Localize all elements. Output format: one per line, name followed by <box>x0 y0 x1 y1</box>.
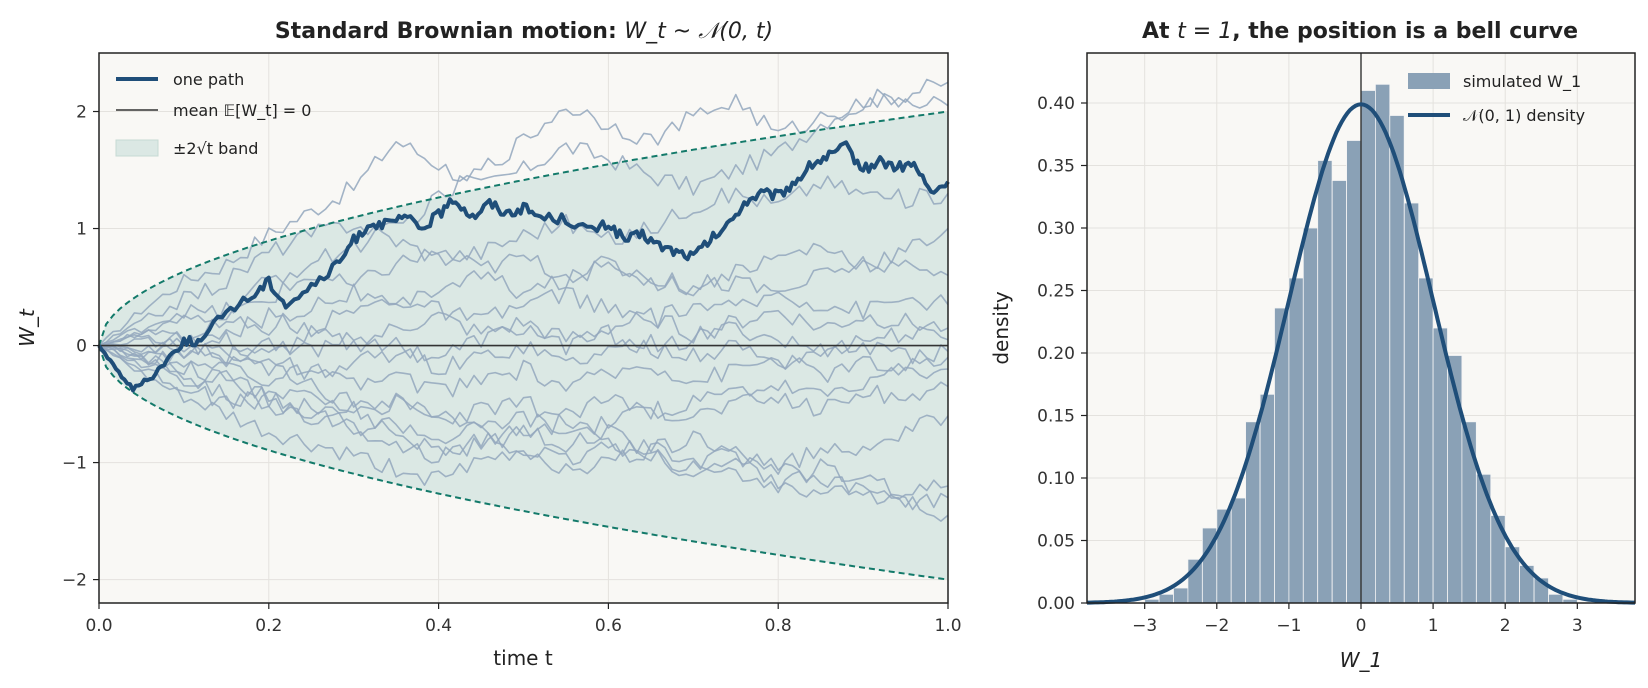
right-xtick-label-2: −1 <box>1276 616 1301 636</box>
background-path-12 <box>98 344 949 475</box>
histogram-bar-10 <box>1288 277 1304 604</box>
brownian-motion-chart: Standard Brownian motion: W_t ~ 𝒩(0, t) … <box>15 19 962 670</box>
right-ytick-label-7: 0.35 <box>1037 157 1075 177</box>
left-xtick-label-4: 0.8 <box>765 616 792 636</box>
histogram-bar-28 <box>1548 593 1564 604</box>
background-path-15 <box>98 329 949 522</box>
background-path-13 <box>98 344 949 500</box>
legend-mean-label: mean 𝔼[W_t] = 0 <box>173 101 311 121</box>
histogram-bar-6 <box>1230 497 1246 604</box>
histogram-bar-20 <box>1432 327 1448 604</box>
histogram-bar-14 <box>1346 140 1362 604</box>
histogram-bar-18 <box>1403 202 1420 604</box>
right-ytick-label-3: 0.15 <box>1037 407 1075 427</box>
right-title-suffix: , the position is a bell curve <box>1232 19 1578 44</box>
background-path-0 <box>98 78 949 347</box>
histogram-bar-11 <box>1302 227 1319 604</box>
right-chart-title: At t = 1, the position is a bell curve <box>1142 19 1578 44</box>
left-ytick-label-4: 2 <box>76 103 87 123</box>
left-xtick-label-0: 0.0 <box>85 616 112 636</box>
left-chart-title: Standard Brownian motion: W_t ~ 𝒩(0, t) <box>275 19 773 44</box>
legend-simulated-label: simulated W_1 <box>1463 72 1581 92</box>
histogram-bar-22 <box>1461 421 1477 604</box>
background-path-2 <box>98 175 949 347</box>
right-ytick-label-5: 0.25 <box>1037 282 1075 302</box>
right-xtick-label-1: −2 <box>1204 616 1229 636</box>
left-x-axis-label: time t <box>493 646 553 670</box>
left-xtick-label-5: 1.0 <box>934 616 961 636</box>
right-ytick-label-2: 0.10 <box>1037 469 1075 489</box>
left-title-math: W_t ~ 𝒩(0, t) <box>624 19 773 44</box>
left-ytick-label-3: 1 <box>76 220 87 240</box>
right-ytick-label-8: 0.40 <box>1037 94 1075 114</box>
left-axes-frame <box>98 52 949 604</box>
background-path-4 <box>98 256 949 360</box>
histogram-bar-2 <box>1173 587 1189 604</box>
legend-one-path-label: one path <box>173 70 244 89</box>
histogram-bar-12 <box>1317 160 1333 604</box>
left-legend: one path mean 𝔼[W_t] = 0 ±2√t band <box>115 70 311 158</box>
left-xtick-label-3: 0.6 <box>595 616 622 636</box>
right-xtick-label-0: −3 <box>1132 616 1157 636</box>
left-x-ticks: 0.0 0.2 0.4 0.6 0.8 1.0 <box>85 603 962 636</box>
right-title-math: t = 1 <box>1177 19 1232 44</box>
right-x-ticks: −3 −2 −1 0 1 2 3 <box>1132 603 1583 636</box>
left-y-axis-label: W_t <box>15 308 39 347</box>
left-xtick-label-2: 0.4 <box>425 616 452 636</box>
legend-band-swatch <box>115 139 159 157</box>
histogram-chart: At t = 1, the position is a bell curve −… <box>989 19 1636 672</box>
right-y-ticks: 0.00 0.05 0.10 0.15 0.20 0.25 0.30 0.35 0.40 <box>1037 94 1087 614</box>
legend-simulated-swatch <box>1408 73 1450 89</box>
right-ytick-label-1: 0.05 <box>1037 532 1075 552</box>
histogram-bar-16 <box>1375 83 1391 604</box>
histogram-bar-19 <box>1418 277 1434 604</box>
legend-band-label: ±2√t band <box>173 139 258 158</box>
histogram-bar-17 <box>1389 115 1405 604</box>
right-title-prefix: At <box>1142 19 1177 44</box>
background-paths <box>98 78 949 522</box>
background-path-9 <box>99 344 949 398</box>
background-path-14 <box>98 344 949 511</box>
right-xtick-label-3: 0 <box>1356 616 1367 636</box>
legend-density-label: 𝒩(0, 1) density <box>1463 106 1585 125</box>
left-y-ticks: −2 −1 0 1 2 <box>62 103 99 591</box>
right-xtick-label-6: 3 <box>1572 616 1583 636</box>
right-ytick-label-0: 0.00 <box>1037 594 1075 614</box>
left-ytick-label-1: −1 <box>62 454 87 474</box>
right-x-axis-label: W_1 <box>1340 648 1383 672</box>
background-path-5 <box>98 286 949 359</box>
histogram-bar-8 <box>1259 393 1275 604</box>
histogram-bar-1 <box>1158 593 1174 604</box>
right-ytick-label-4: 0.20 <box>1037 344 1075 364</box>
background-path-6 <box>98 307 949 365</box>
normal-density-curve <box>1087 102 1635 605</box>
right-y-axis-label: density <box>989 291 1013 364</box>
right-ytick-label-6: 0.30 <box>1037 219 1075 239</box>
left-ytick-label-2: 0 <box>76 337 87 357</box>
highlighted-path <box>97 140 950 393</box>
background-path-11 <box>98 344 949 445</box>
left-title-prefix: Standard Brownian motion: <box>275 19 624 44</box>
histogram-bar-15 <box>1360 90 1376 604</box>
left-ytick-label-0: −2 <box>62 571 87 591</box>
right-xtick-label-5: 2 <box>1500 616 1511 636</box>
histogram-bar-7 <box>1245 421 1261 604</box>
right-xtick-label-4: 1 <box>1428 616 1439 636</box>
histogram-bar-13 <box>1331 180 1347 604</box>
background-path-10 <box>98 344 949 425</box>
right-legend: simulated W_1 𝒩(0, 1) density <box>1408 72 1585 125</box>
left-xtick-label-1: 0.2 <box>255 616 282 636</box>
